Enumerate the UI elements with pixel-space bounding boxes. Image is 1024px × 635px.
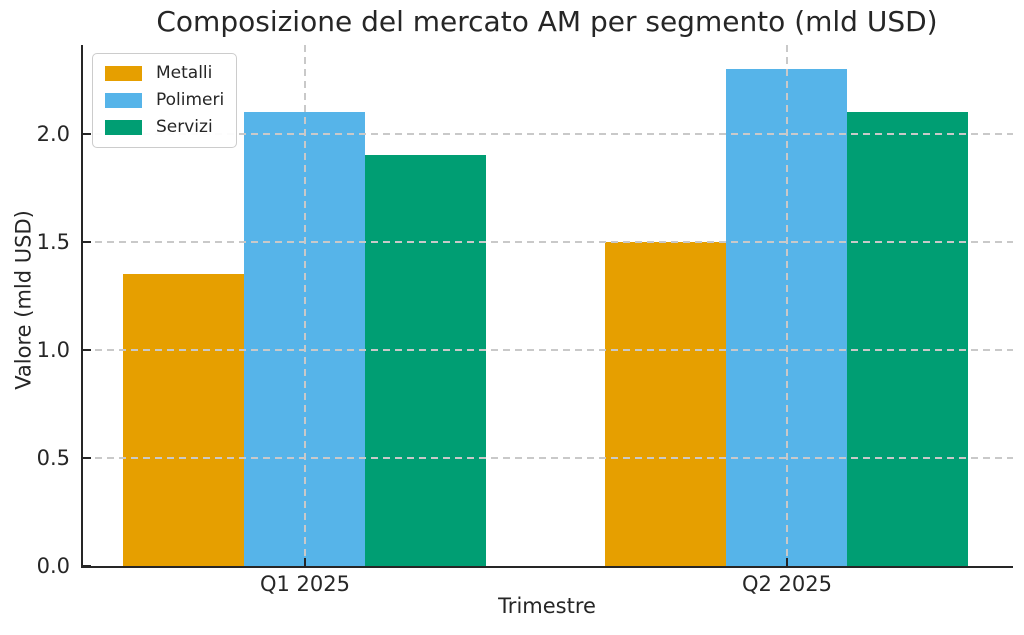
legend-label: Polimeri <box>156 90 225 110</box>
bar-metalli-q2-2025 <box>605 242 726 566</box>
x-tick-mark <box>786 558 788 566</box>
bottom-spine <box>81 566 1013 568</box>
bar-metalli-q1-2025 <box>123 274 244 566</box>
gridline-y <box>83 457 1013 459</box>
legend-item-polimeri: Polimeri <box>105 90 224 111</box>
gridline-x <box>786 45 788 566</box>
y-tick-label: 2.0 <box>36 122 70 146</box>
y-tick-label: 1.5 <box>36 230 70 254</box>
legend-swatch-icon <box>105 120 142 135</box>
legend-item-servizi: Servizi <box>105 117 224 138</box>
y-tick-mark <box>83 349 91 351</box>
legend-label: Metalli <box>156 63 213 83</box>
legend-label: Servizi <box>156 117 213 137</box>
chart-title: Composizione del mercato AM per segmento… <box>156 5 938 38</box>
bar-servizi-q1-2025 <box>365 155 486 566</box>
legend: Metalli Polimeri Servizi <box>92 53 238 148</box>
x-tick-label: Q2 2025 <box>741 572 832 596</box>
y-tick-label: 0.5 <box>36 446 70 470</box>
x-axis-label: Trimestre <box>498 594 596 618</box>
gridline-y <box>83 241 1013 243</box>
legend-item-metalli: Metalli <box>105 63 224 84</box>
y-tick-mark <box>83 457 91 459</box>
gridline-y <box>83 133 1013 135</box>
legend-swatch-icon <box>105 66 142 81</box>
gridline-x <box>304 45 306 566</box>
gridline-y <box>83 349 1013 351</box>
x-tick-mark <box>304 558 306 566</box>
y-tick-label: 0.0 <box>36 554 70 578</box>
x-tick-label: Q1 2025 <box>259 572 350 596</box>
bar-servizi-q2-2025 <box>847 112 968 566</box>
y-tick-mark <box>83 565 91 567</box>
left-spine <box>81 45 83 568</box>
y-tick-mark <box>83 133 91 135</box>
y-tick-label: 1.0 <box>36 338 70 362</box>
y-tick-mark <box>83 241 91 243</box>
legend-swatch-icon <box>105 93 142 108</box>
